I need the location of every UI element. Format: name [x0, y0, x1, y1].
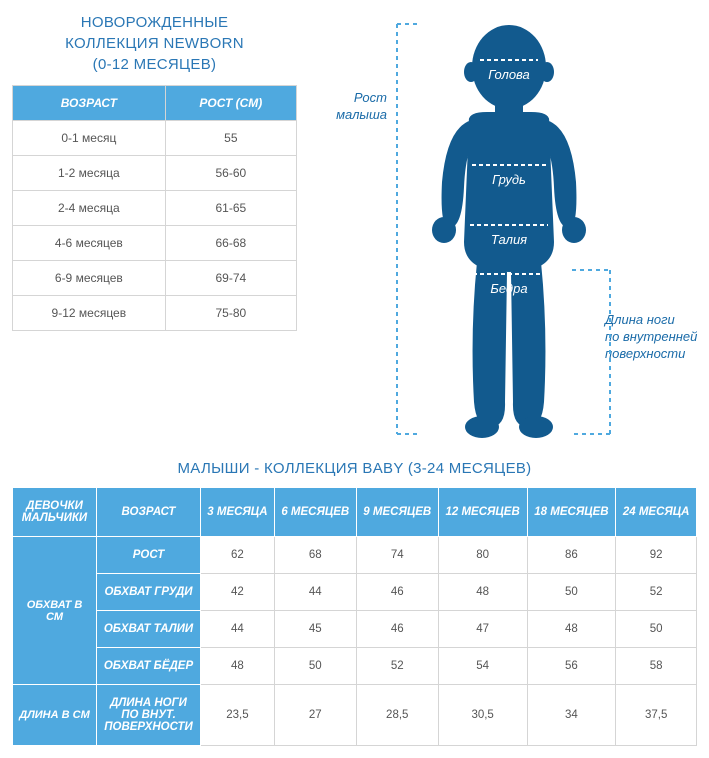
baby-diagram: Рост малыша Длина ноги по внутренней пов…: [307, 12, 697, 442]
cell: 50: [527, 574, 616, 611]
age-col: 12 МЕСЯЦЕВ: [438, 488, 527, 537]
cell-age: 6-9 месяцев: [13, 261, 166, 296]
cell-age: 0-1 месяц: [13, 121, 166, 156]
cell: 80: [438, 537, 527, 574]
row-head: ОБХВАТ ГРУДИ: [97, 574, 201, 611]
cell: 23,5: [201, 685, 275, 746]
title-line: НОВОРОЖДЕННЫЕ: [81, 14, 229, 31]
row-head: ОБХВАТ БЁДЕР: [97, 648, 201, 685]
corner-l2: МАЛЬЧИКИ: [22, 512, 87, 524]
table-row: 2-4 месяца61-65: [13, 191, 297, 226]
cell-age: 2-4 месяца: [13, 191, 166, 226]
age-header: ВОЗРАСТ: [97, 488, 201, 537]
cell: 45: [274, 611, 356, 648]
newborn-title: НОВОРОЖДЕННЫЕ КОЛЛЕКЦИЯ NEWBORN (0-12 МЕ…: [12, 12, 297, 75]
cell: 52: [616, 574, 697, 611]
height-label: Рост малыша: [307, 90, 387, 124]
label-text: Рост: [354, 90, 387, 105]
cell: 37,5: [616, 685, 697, 746]
cell: 92: [616, 537, 697, 574]
label-head: Голова: [488, 67, 530, 82]
cell: 52: [356, 648, 438, 685]
cell-age: 1-2 месяца: [13, 156, 166, 191]
table-row: 1-2 месяца56-60: [13, 156, 297, 191]
cell: 48: [438, 574, 527, 611]
row-head: ОБХВАТ ТАЛИИ: [97, 611, 201, 648]
title-line: (0-12 МЕСЯЦЕВ): [93, 56, 217, 73]
label-chest: Грудь: [492, 172, 526, 187]
corner-header: ДЕВОЧКИ МАЛЬЧИКИ: [13, 488, 97, 537]
cell: 56: [527, 648, 616, 685]
cell: 86: [527, 537, 616, 574]
label-text: малыша: [336, 107, 387, 122]
baby-collection-title: МАЛЫШИ - КОЛЛЕКЦИЯ BABY (3-24 МЕСЯЦЕВ): [12, 460, 697, 477]
cell-height: 55: [165, 121, 296, 156]
cell: 54: [438, 648, 527, 685]
table-row: 0-1 месяц55: [13, 121, 297, 156]
table-row: ДЛИНА В СМДЛИНА НОГИ ПО ВНУТ. ПОВЕРХНОСТ…: [13, 685, 697, 746]
newborn-block: НОВОРОЖДЕННЫЕ КОЛЛЕКЦИЯ NEWBORN (0-12 МЕ…: [12, 12, 297, 442]
cell: 34: [527, 685, 616, 746]
cell-age: 9-12 месяцев: [13, 296, 166, 331]
cell: 68: [274, 537, 356, 574]
table-row: ОБХВАТ В СМРОСТ626874808692: [13, 537, 697, 574]
cell-age: 4-6 месяцев: [13, 226, 166, 261]
cell: 44: [274, 574, 356, 611]
row-head: РОСТ: [97, 537, 201, 574]
top-section: НОВОРОЖДЕННЫЕ КОЛЛЕКЦИЯ NEWBORN (0-12 МЕ…: [12, 12, 697, 442]
cell: 50: [274, 648, 356, 685]
title-line: КОЛЛЕКЦИЯ NEWBORN: [65, 35, 244, 52]
newborn-table: ВОЗРАСТ РОСТ (СМ) 0-1 месяц551-2 месяца5…: [12, 85, 297, 331]
cell: 50: [616, 611, 697, 648]
cell-height: 61-65: [165, 191, 296, 226]
cell-height: 66-68: [165, 226, 296, 261]
label-hips: Бедра: [490, 281, 527, 296]
cell: 44: [201, 611, 275, 648]
table-row: ОБХВАТ БЁДЕР485052545658: [13, 648, 697, 685]
age-col: 6 МЕСЯЦЕВ: [274, 488, 356, 537]
cell-height: 69-74: [165, 261, 296, 296]
cell: 30,5: [438, 685, 527, 746]
cell: 74: [356, 537, 438, 574]
group-head: ДЛИНА В СМ: [13, 685, 97, 746]
cell: 27: [274, 685, 356, 746]
label-waist: Талия: [491, 232, 527, 247]
age-col: 24 МЕСЯЦА: [616, 488, 697, 537]
baby-table: ДЕВОЧКИ МАЛЬЧИКИ ВОЗРАСТ 3 МЕСЯЦА6 МЕСЯЦ…: [12, 487, 697, 746]
cell-height: 56-60: [165, 156, 296, 191]
table-row: 6-9 месяцев69-74: [13, 261, 297, 296]
corner-l1: ДЕВОЧКИ: [26, 500, 83, 512]
cell-height: 75-80: [165, 296, 296, 331]
baby-svg: Голова Грудь Талия Бедра: [392, 12, 702, 442]
age-col: 18 МЕСЯЦЕВ: [527, 488, 616, 537]
row-head: ДЛИНА НОГИ ПО ВНУТ. ПОВЕРХНОСТИ: [97, 685, 201, 746]
table-row: ОБХВАТ ТАЛИИ444546474850: [13, 611, 697, 648]
cell: 46: [356, 574, 438, 611]
table-row: 9-12 месяцев75-80: [13, 296, 297, 331]
cell: 62: [201, 537, 275, 574]
col-age: ВОЗРАСТ: [13, 86, 166, 121]
cell: 48: [527, 611, 616, 648]
cell: 28,5: [356, 685, 438, 746]
table-row: 4-6 месяцев66-68: [13, 226, 297, 261]
cell: 48: [201, 648, 275, 685]
group-head: ОБХВАТ В СМ: [13, 537, 97, 685]
age-col: 9 МЕСЯЦЕВ: [356, 488, 438, 537]
cell: 58: [616, 648, 697, 685]
col-height: РОСТ (СМ): [165, 86, 296, 121]
cell: 46: [356, 611, 438, 648]
cell: 42: [201, 574, 275, 611]
cell: 47: [438, 611, 527, 648]
age-col: 3 МЕСЯЦА: [201, 488, 275, 537]
table-row: ОБХВАТ ГРУДИ424446485052: [13, 574, 697, 611]
